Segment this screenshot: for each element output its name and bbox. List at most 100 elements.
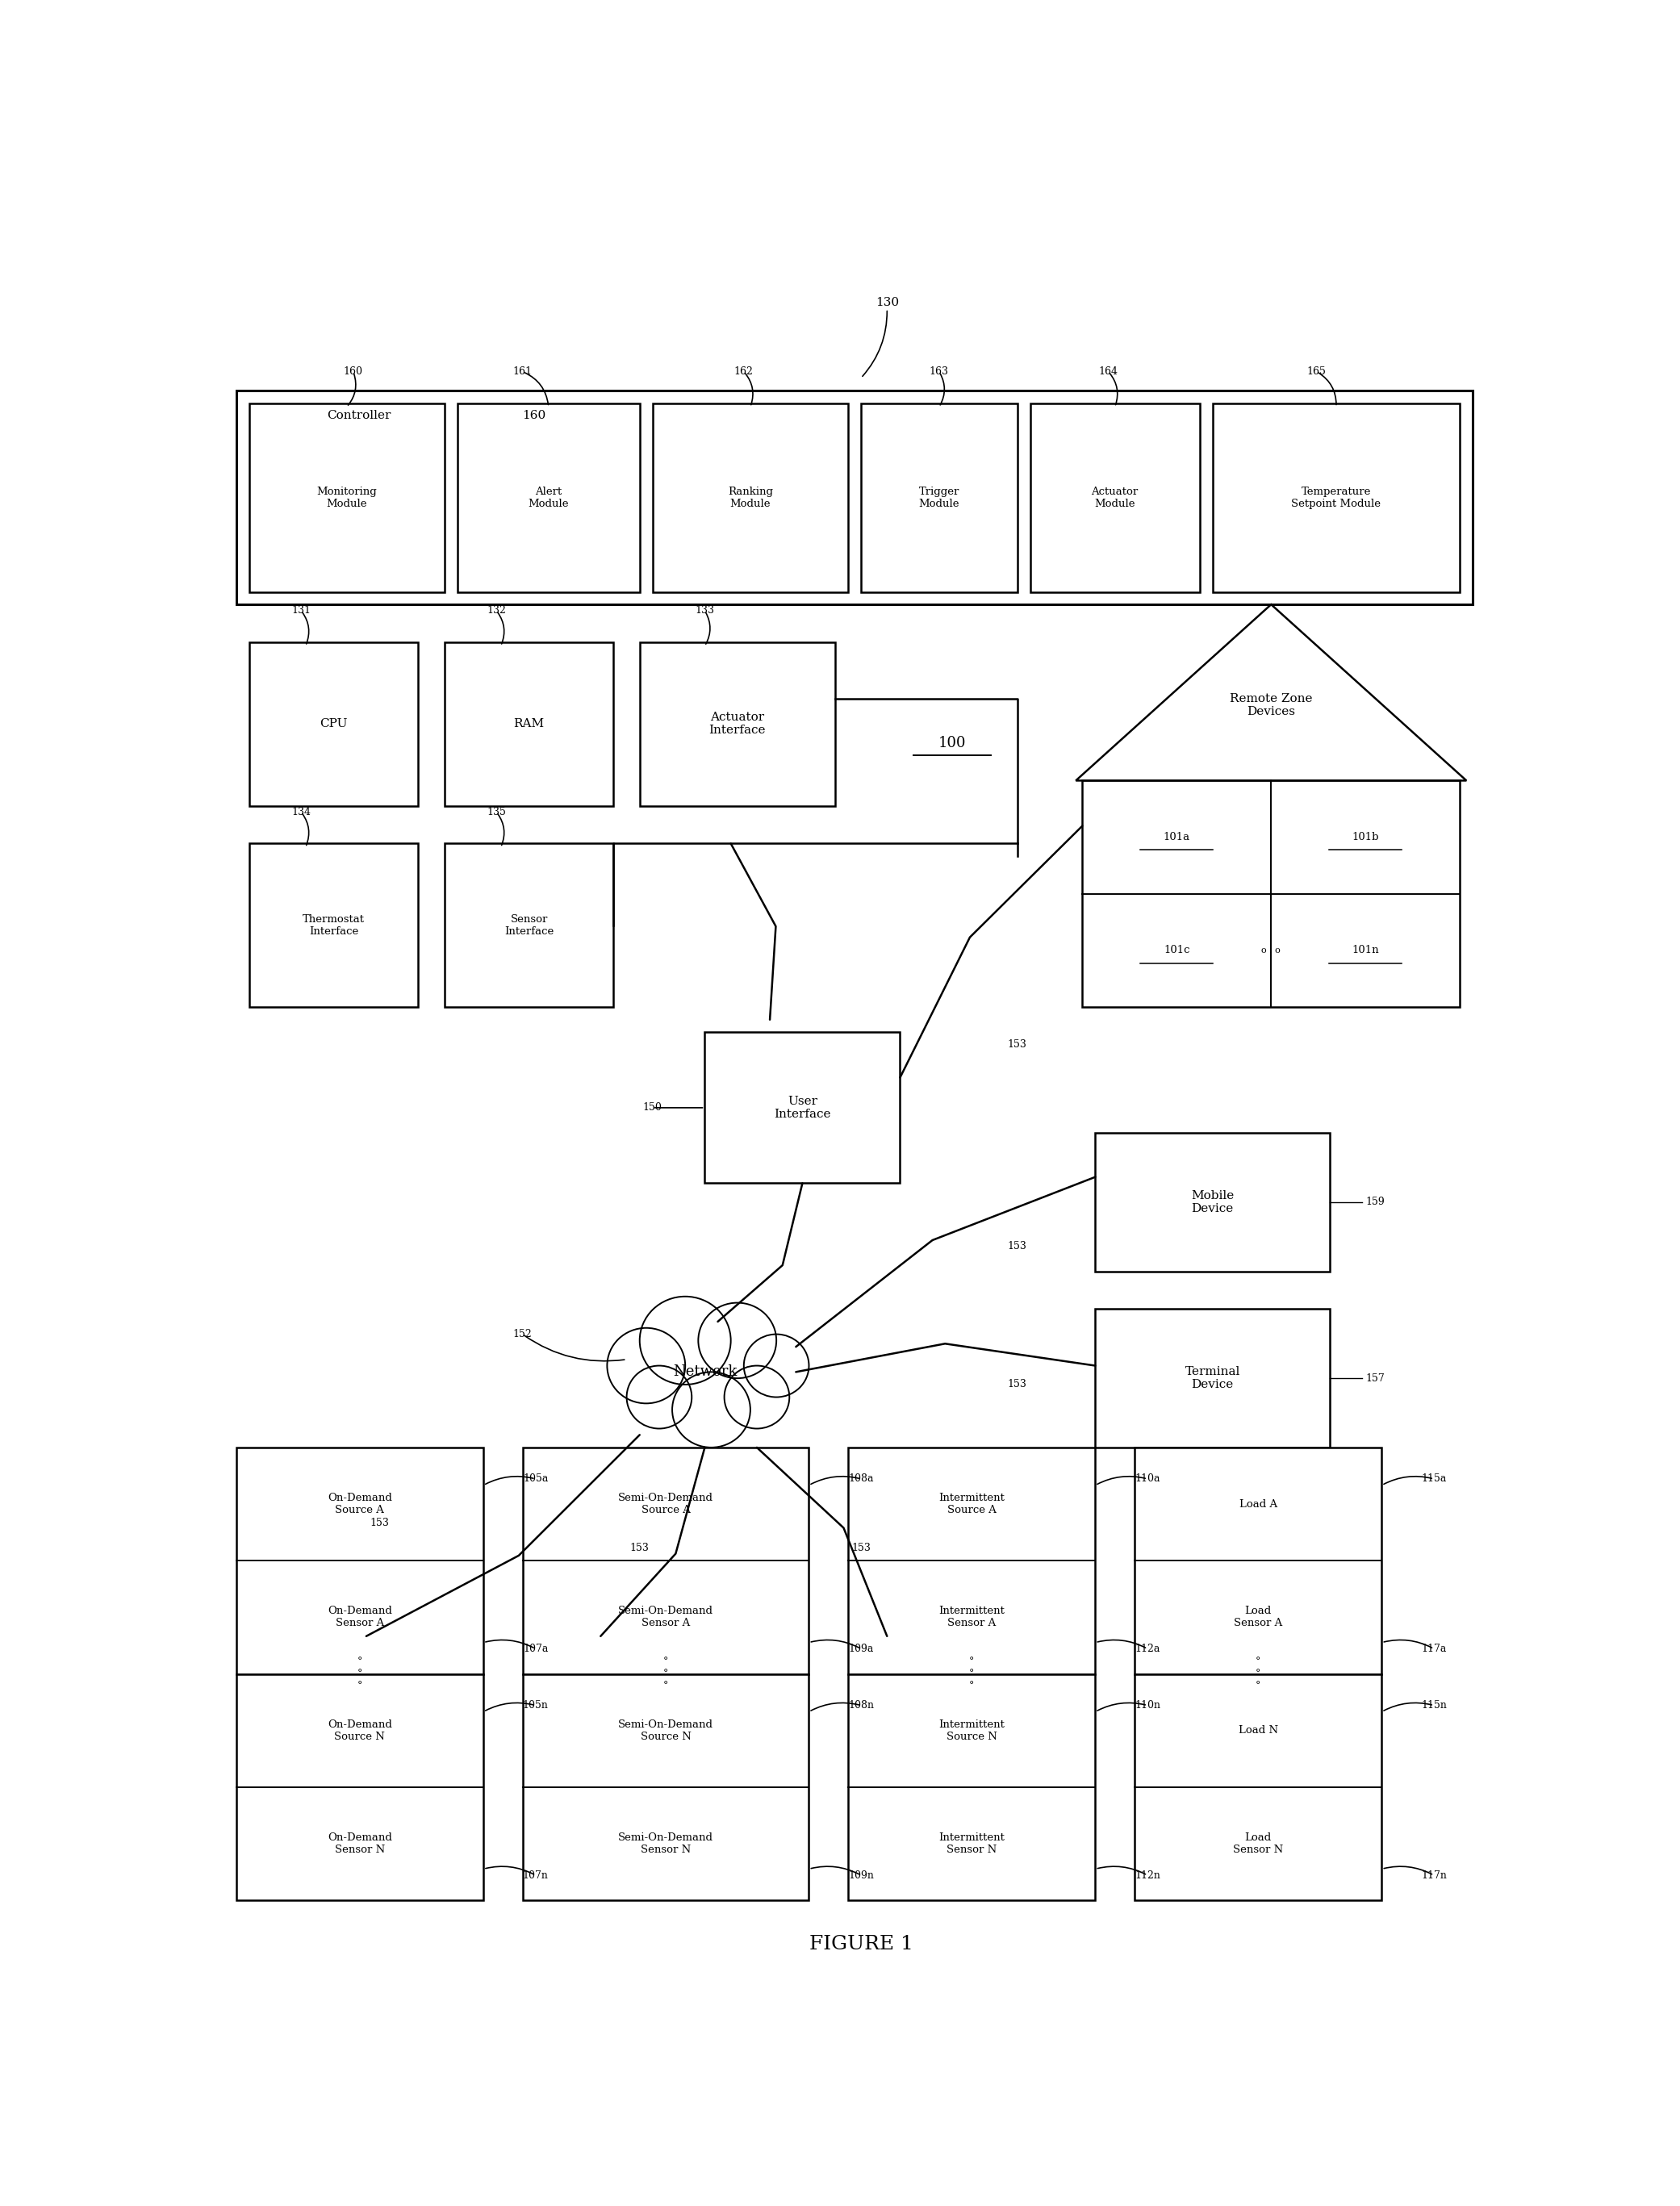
Text: 101c: 101c bbox=[1164, 944, 1189, 955]
Text: 107a: 107a bbox=[522, 1643, 548, 1654]
Text: Actuator
Interface: Actuator Interface bbox=[709, 713, 766, 737]
Text: 161: 161 bbox=[512, 366, 533, 377]
Text: Semi-On-Demand
Sensor N: Semi-On-Demand Sensor N bbox=[618, 1833, 714, 1855]
Text: Mobile
Device: Mobile Device bbox=[1191, 1189, 1235, 1213]
Text: 130: 130 bbox=[875, 298, 899, 309]
Text: 101a: 101a bbox=[1163, 832, 1189, 843]
Text: 109a: 109a bbox=[848, 1643, 874, 1654]
Text: 105a: 105a bbox=[522, 1474, 548, 1485]
Text: Ranking
Module: Ranking Module bbox=[727, 485, 773, 510]
Text: °
°
°: ° ° ° bbox=[358, 1657, 363, 1692]
Text: On-Demand
Source N: On-Demand Source N bbox=[328, 1718, 391, 1743]
Text: 101b: 101b bbox=[1352, 832, 1379, 843]
Text: Load
Sensor A: Load Sensor A bbox=[1233, 1606, 1282, 1628]
Text: 153: 153 bbox=[630, 1542, 648, 1553]
Text: On-Demand
Sensor N: On-Demand Sensor N bbox=[328, 1833, 391, 1855]
Bar bbox=[444, 642, 613, 805]
Text: °
°
°: ° ° ° bbox=[1255, 1657, 1260, 1692]
Text: 100: 100 bbox=[937, 735, 966, 750]
Text: Thermostat
Interface: Thermostat Interface bbox=[302, 913, 365, 938]
Text: Monitoring
Module: Monitoring Module bbox=[316, 485, 376, 510]
Text: RAM: RAM bbox=[514, 719, 544, 730]
Text: Load N: Load N bbox=[1238, 1725, 1278, 1736]
Text: Semi-On-Demand
Source A: Semi-On-Demand Source A bbox=[618, 1493, 714, 1516]
Text: 160: 160 bbox=[522, 410, 546, 421]
Text: Alert
Module: Alert Module bbox=[528, 485, 570, 510]
Text: Sensor
Interface: Sensor Interface bbox=[504, 913, 554, 938]
Bar bbox=[235, 1674, 484, 1899]
Text: o . o: o . o bbox=[1262, 946, 1280, 955]
Text: 135: 135 bbox=[487, 807, 506, 816]
Text: Intermittent
Sensor N: Intermittent Sensor N bbox=[939, 1833, 1005, 1855]
Bar bbox=[640, 642, 835, 805]
Bar bbox=[457, 404, 640, 591]
Text: User
Interface: User Interface bbox=[774, 1096, 832, 1121]
Bar bbox=[706, 1032, 900, 1182]
Bar bbox=[235, 1447, 484, 1674]
Text: 157: 157 bbox=[1366, 1372, 1384, 1383]
Bar bbox=[1082, 781, 1460, 1008]
Bar bbox=[848, 1447, 1095, 1674]
Bar bbox=[249, 404, 444, 591]
Text: Semi-On-Demand
Sensor A: Semi-On-Demand Sensor A bbox=[618, 1606, 714, 1628]
Bar bbox=[522, 1447, 810, 1674]
Text: °
°
°: ° ° ° bbox=[969, 1657, 974, 1692]
Text: 132: 132 bbox=[487, 604, 506, 615]
Text: 115n: 115n bbox=[1421, 1701, 1446, 1710]
Bar bbox=[235, 390, 1473, 604]
Text: 134: 134 bbox=[291, 807, 311, 816]
Text: 108a: 108a bbox=[848, 1474, 874, 1485]
Bar bbox=[1134, 1674, 1381, 1899]
Bar bbox=[1095, 1308, 1331, 1447]
Text: 153: 153 bbox=[1008, 1379, 1026, 1390]
Circle shape bbox=[744, 1335, 810, 1396]
Text: Actuator
Module: Actuator Module bbox=[1092, 485, 1139, 510]
Bar bbox=[862, 404, 1018, 591]
Text: 160: 160 bbox=[343, 366, 363, 377]
Text: 108n: 108n bbox=[848, 1701, 874, 1710]
Text: Temperature
Setpoint Module: Temperature Setpoint Module bbox=[1292, 485, 1381, 510]
Bar bbox=[652, 404, 848, 591]
Text: Terminal
Device: Terminal Device bbox=[1184, 1366, 1240, 1390]
Circle shape bbox=[672, 1372, 751, 1447]
Bar bbox=[1134, 1447, 1381, 1674]
Text: 112a: 112a bbox=[1134, 1643, 1161, 1654]
Text: 153: 153 bbox=[1008, 1039, 1026, 1050]
Text: 101n: 101n bbox=[1352, 944, 1379, 955]
Bar bbox=[848, 1674, 1095, 1899]
Text: Trigger
Module: Trigger Module bbox=[919, 485, 959, 510]
Circle shape bbox=[640, 1297, 731, 1385]
Text: Controller: Controller bbox=[328, 410, 391, 421]
Circle shape bbox=[724, 1366, 790, 1429]
Text: Intermittent
Source A: Intermittent Source A bbox=[939, 1493, 1005, 1516]
Text: 110a: 110a bbox=[1134, 1474, 1161, 1485]
Bar bbox=[1213, 404, 1460, 591]
Text: On-Demand
Source A: On-Demand Source A bbox=[328, 1493, 391, 1516]
Text: 110n: 110n bbox=[1134, 1701, 1161, 1710]
Bar bbox=[249, 642, 418, 805]
Text: 153: 153 bbox=[1008, 1242, 1026, 1251]
Text: 105n: 105n bbox=[522, 1701, 548, 1710]
Text: CPU: CPU bbox=[319, 719, 348, 730]
Circle shape bbox=[699, 1304, 776, 1379]
Circle shape bbox=[606, 1328, 685, 1403]
Circle shape bbox=[627, 1366, 692, 1429]
Text: Remote Zone
Devices: Remote Zone Devices bbox=[1230, 693, 1312, 717]
Text: Network: Network bbox=[672, 1366, 738, 1379]
Text: 164: 164 bbox=[1099, 366, 1119, 377]
Bar bbox=[249, 843, 418, 1008]
Text: 153: 153 bbox=[852, 1542, 870, 1553]
Text: 159: 159 bbox=[1366, 1198, 1384, 1207]
Text: Load A: Load A bbox=[1240, 1498, 1277, 1509]
Bar bbox=[522, 1674, 810, 1899]
Text: °
°
°: ° ° ° bbox=[664, 1657, 669, 1692]
Text: 109n: 109n bbox=[848, 1871, 874, 1880]
Text: 150: 150 bbox=[643, 1103, 662, 1114]
Text: 153: 153 bbox=[370, 1518, 388, 1529]
Bar bbox=[1030, 404, 1200, 591]
Bar bbox=[1095, 1134, 1331, 1271]
Text: 112n: 112n bbox=[1134, 1871, 1161, 1880]
Text: 165: 165 bbox=[1307, 366, 1326, 377]
Text: 152: 152 bbox=[512, 1328, 533, 1339]
Text: 117a: 117a bbox=[1421, 1643, 1446, 1654]
